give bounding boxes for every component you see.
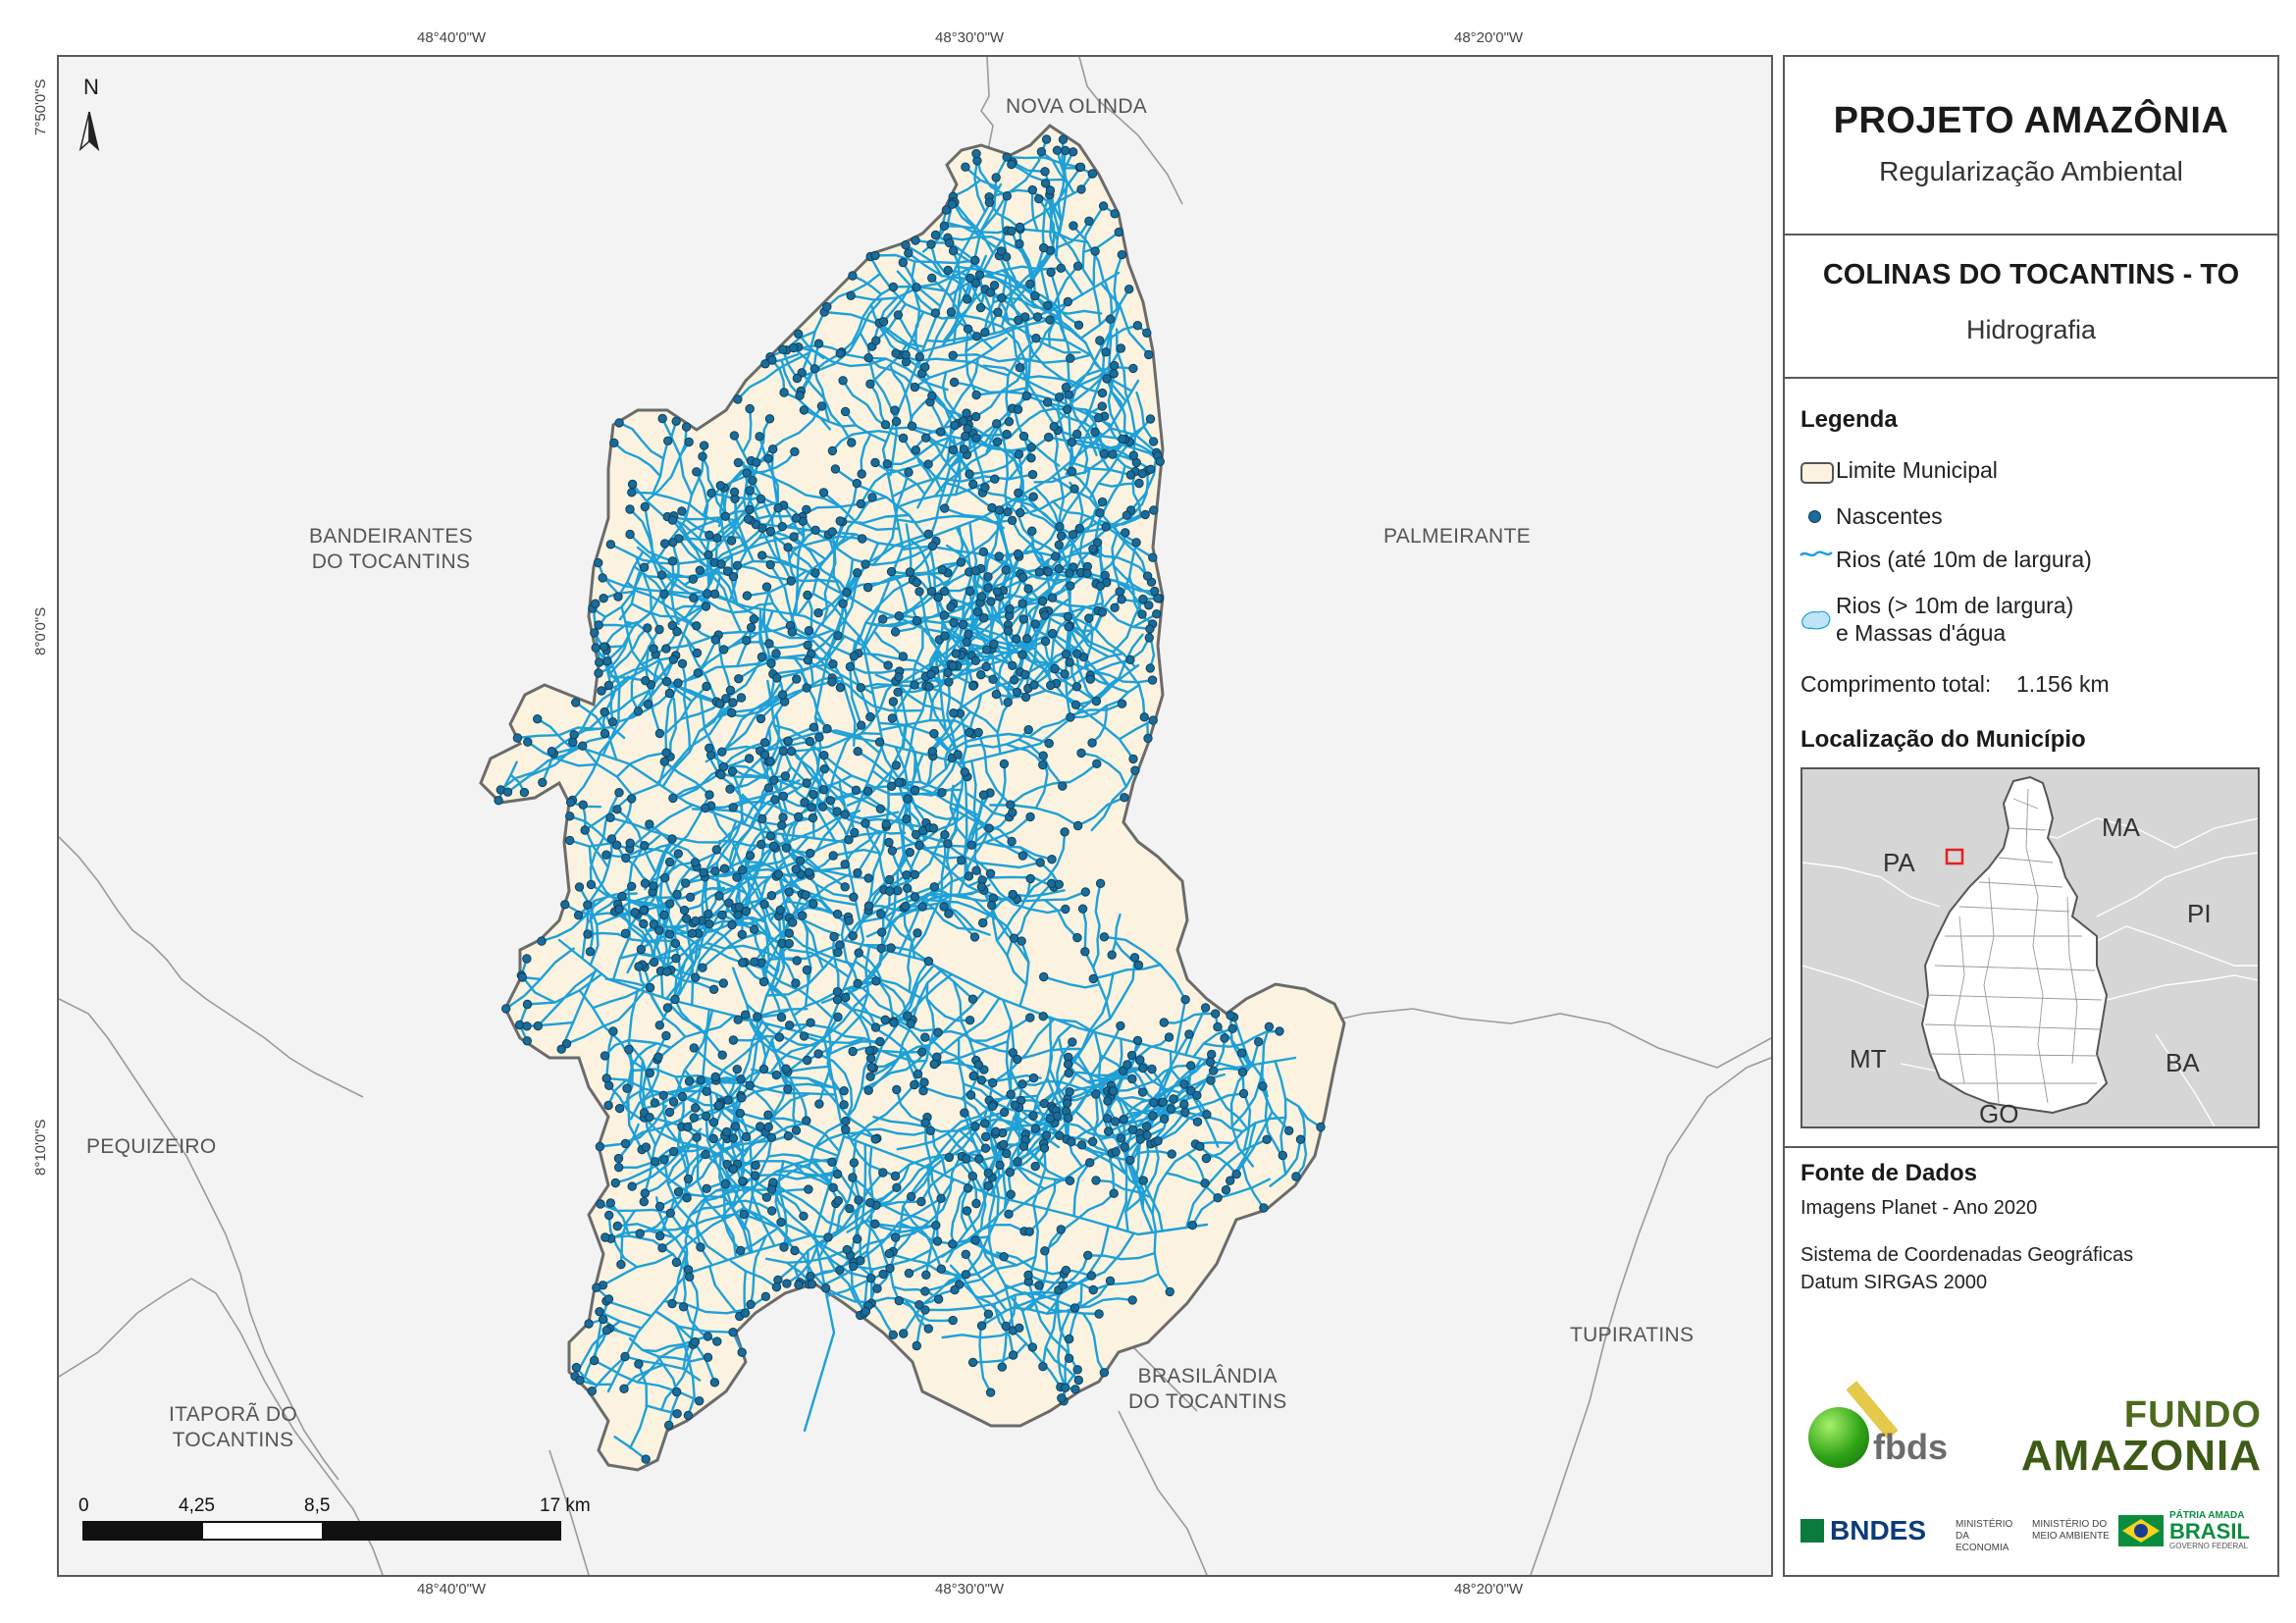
label-palmeirante: PALMEIRANTE	[1383, 525, 1531, 548]
fundo-amazonia-logo: FUNDO AMAZONIA	[1967, 1395, 2262, 1484]
label-itapora: ITAPORÃ DO TOCANTINS	[169, 1403, 297, 1452]
scale-seg-3	[322, 1523, 559, 1539]
scale-label-1: 4,25	[179, 1495, 215, 1516]
panel-municipality: COLINAS DO TOCANTINS - TO Hidrografia	[1785, 236, 2277, 379]
scale-bar-graphic	[82, 1521, 561, 1541]
bndes-wordmark: BNDES	[1830, 1515, 1927, 1545]
scale-seg-1	[84, 1523, 203, 1539]
total-length-label: Comprimento total:	[1800, 671, 1992, 697]
legend-swatch-spring	[1808, 510, 1821, 523]
project-title: PROJETO AMAZÔNIA	[1833, 100, 2229, 141]
coord-top-1: 48°40'0"W	[417, 29, 487, 46]
location-highlight	[1945, 848, 1964, 865]
inset-label-pa: PA	[1883, 848, 1915, 877]
coord-left-1: 7°50'0"S	[32, 79, 49, 135]
inset-label-go: GO	[1979, 1099, 2019, 1128]
tocantins-state	[1920, 775, 2109, 1115]
fundo-line-2: AMAZONIA	[2020, 1432, 2262, 1480]
theme-title: Hidrografia	[1965, 315, 2097, 344]
scale-seg-2	[203, 1523, 322, 1539]
coord-left-3: 8°10'0"S	[32, 1119, 49, 1176]
coord-bottom-2: 48°30'0"W	[935, 1581, 1005, 1597]
north-arrow	[78, 111, 100, 152]
label-bandeirantes: BANDEIRANTES DO TOCANTINS	[309, 525, 473, 574]
legend-label-waterbody-1: Rios (> 10m de largura)	[1836, 593, 2074, 618]
label-nova-olinda: NOVA OLINDA	[1006, 95, 1148, 118]
inset-label-ma: MA	[2102, 812, 2140, 842]
map-canvas	[59, 57, 1771, 1575]
municipality-title: COLINAS DO TOCANTINS - TO	[1822, 259, 2240, 290]
location-inset: PA MA PI MT BA GO	[1800, 767, 2260, 1128]
coord-bottom-1: 48°40'0"W	[417, 1581, 487, 1597]
legend-label-river: Rios (até 10m de largura)	[1836, 547, 2092, 572]
sources-line-3: Datum SIRGAS 2000	[1800, 1272, 1988, 1293]
gov-brasil: BRASIL	[2169, 1519, 2250, 1544]
min-economia: MINISTÉRIO DA ECONOMIA	[1956, 1519, 2013, 1553]
fbds-logo: fbds	[1804, 1372, 1952, 1470]
location-divider	[1785, 1146, 2277, 1148]
label-tupiratins: TUPIRATINS	[1570, 1324, 1695, 1346]
min-ambiente: MINISTÉRIO DO MEIO AMBIENTE	[2032, 1519, 2110, 1542]
gov-federal: GOVERNO FEDERAL	[2169, 1542, 2249, 1550]
label-pequizeiro: PEQUIZEIRO	[86, 1135, 217, 1158]
sources-title: Fonte de Dados	[1800, 1160, 1978, 1186]
springs-layer	[494, 134, 1326, 1464]
gov-logo: PÁTRIA AMADA BRASIL GOVERNO FEDERAL	[2118, 1511, 2250, 1550]
sources-line-2: Sistema de Coordenadas Geográficas	[1800, 1244, 2134, 1266]
legend-swatch-river	[1800, 550, 1833, 557]
fbds-globe-icon	[1808, 1407, 1869, 1468]
sources-line-1: Imagens Planet - Ano 2020	[1800, 1197, 2038, 1219]
coord-left-2: 8°0'0"S	[32, 606, 49, 655]
legend-label-spring: Nascentes	[1836, 503, 1943, 529]
coord-bottom-3: 48°20'0"W	[1454, 1581, 1524, 1597]
project-subtitle: Regularização Ambiental	[1879, 156, 2183, 186]
north-arrow-label: N	[83, 75, 99, 99]
scale-label-2: 8,5	[304, 1495, 331, 1516]
legend-label-boundary: Limite Municipal	[1836, 457, 1998, 483]
legend-swatch-waterbody	[1801, 610, 1831, 630]
bndes-logo: BNDES	[1800, 1515, 1926, 1546]
inset-map	[1802, 775, 2258, 1126]
fundo-line-1: FUNDO	[2123, 1394, 2262, 1436]
fbds-wordmark: fbds	[1873, 1427, 1948, 1467]
brazil-flag-icon	[2118, 1515, 2164, 1546]
neighbor-boundaries	[59, 57, 1771, 1575]
legend-label-waterbody-2: e Massas d'água	[1836, 620, 2007, 646]
bndes-icon	[1800, 1519, 1824, 1543]
location-title: Localização do Município	[1800, 726, 2086, 753]
map-frame: N NOVA OLINDA BANDEIRANTES DO TOCANTINS …	[57, 55, 1773, 1577]
coord-top-3: 48°20'0"W	[1454, 29, 1524, 46]
scale-label-0: 0	[78, 1495, 89, 1516]
panel-header: PROJETO AMAZÔNIA Regularização Ambiental	[1785, 57, 2277, 236]
inset-label-ba: BA	[2166, 1048, 2200, 1077]
gov-patria: PÁTRIA AMADA	[2169, 1510, 2245, 1521]
total-length-value: 1.156 km	[2016, 671, 2110, 697]
legend-title: Legenda	[1800, 406, 1898, 433]
label-brasilandia: BRASILÂNDIA DO TOCANTINS	[1128, 1365, 1287, 1414]
inset-label-mt: MT	[1850, 1044, 1887, 1073]
side-panel: PROJETO AMAZÔNIA Regularização Ambiental…	[1783, 55, 2279, 1577]
coord-top-2: 48°30'0"W	[935, 29, 1005, 46]
legend-swatch-boundary	[1800, 462, 1834, 484]
inset-label-pi: PI	[2187, 899, 2212, 928]
scale-label-3: 17 km	[540, 1495, 591, 1516]
tocantins-municipalities	[1924, 788, 2103, 1104]
